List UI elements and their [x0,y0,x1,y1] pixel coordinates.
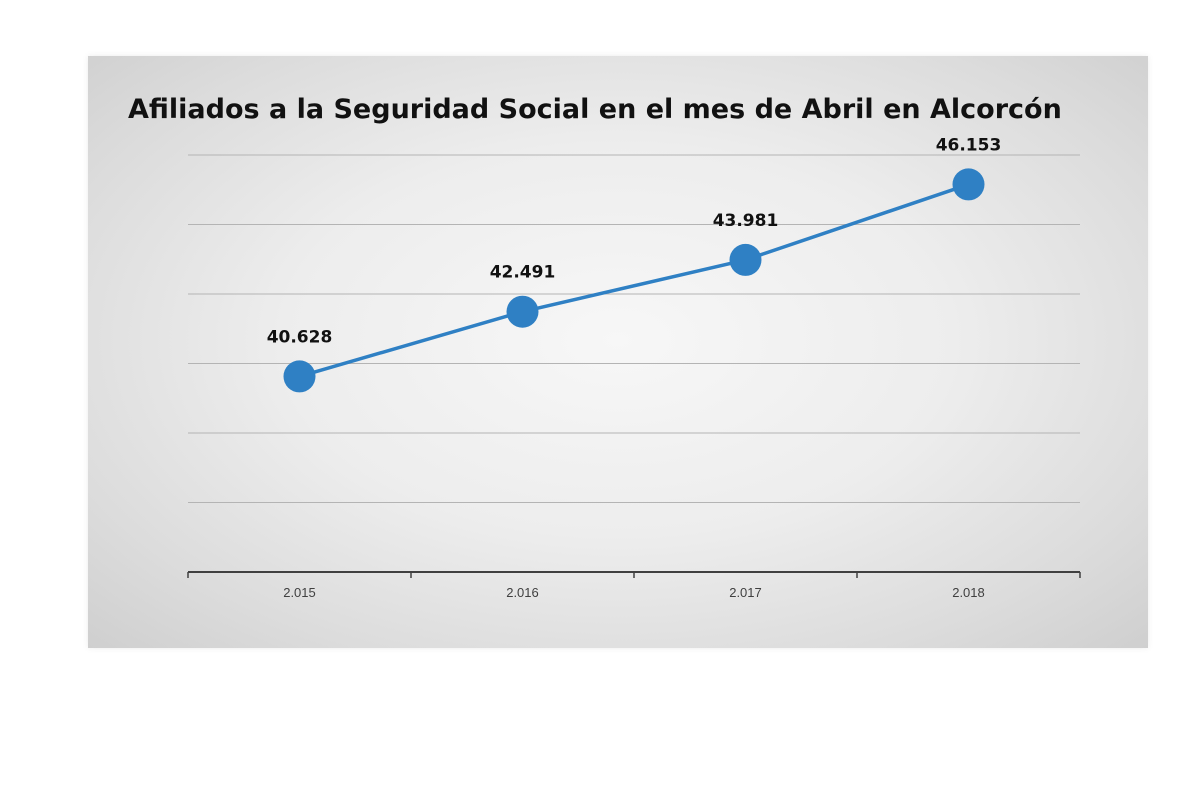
chart-title: Afiliados a la Seguridad Social en el me… [128,94,1062,125]
data-label: 42.491 [490,263,556,283]
data-label: 46.153 [936,135,1002,155]
x-tick-label: 2.016 [506,585,539,600]
x-tick-label: 2.018 [952,585,985,600]
data-point [729,243,762,276]
x-tick-label: 2.015 [283,585,316,600]
gridlines [188,154,1080,503]
data-labels: 40.628 42.491 43.981 46.153 [267,135,1002,347]
data-point [952,168,985,201]
data-point [506,295,539,328]
chart-panel: Afiliados a la Seguridad Social en el me… [88,56,1148,648]
series-line [297,182,971,379]
data-label: 43.981 [713,211,779,231]
x-axis: 2.015 2.016 2.017 2.018 [187,571,1081,600]
series [283,168,985,393]
data-point [283,360,316,393]
line-chart: 2.015 2.016 2.017 2.018 40.62842.49143.9814… [187,135,1081,600]
data-label: 40.628 [267,327,333,347]
x-tick-label: 2.017 [729,585,762,600]
